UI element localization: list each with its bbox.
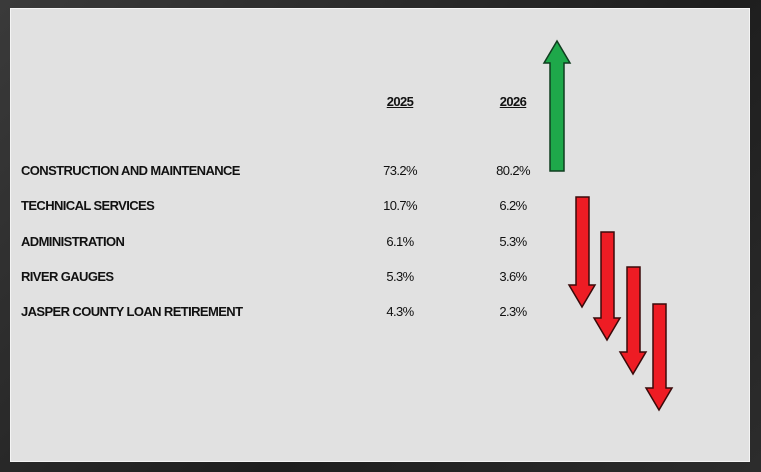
column-header: 2026: [499, 94, 527, 109]
row-label: CONSTRUCTION AND MAINTENANCE: [21, 163, 240, 178]
down-arrow: [618, 266, 648, 376]
arrows: [542, 39, 674, 412]
cell-value: 5.3%: [499, 233, 527, 249]
panel: 2025 2026 CONSTRUCTION AND MAINTENANCE 73.2…: [10, 8, 750, 462]
row-label: JASPER COUNTY LOAN RETIREMENT: [21, 304, 243, 320]
row-label: RIVER GAUGES: [21, 268, 114, 284]
row-label: TECHNICAL SERVICES: [21, 198, 155, 214]
cell-value: 6.1%: [386, 233, 414, 249]
cell-value: 5.3%: [386, 268, 414, 284]
down-arrow: [567, 196, 597, 309]
down-arrow: [592, 231, 622, 342]
cell-value: 80.2%: [496, 163, 530, 178]
down-arrow: [644, 303, 674, 412]
cell-value: 73.2%: [383, 163, 417, 178]
column-header: 2025: [386, 94, 414, 109]
cell-value: 6.2%: [499, 198, 527, 214]
cell-value: 10.7%: [383, 198, 417, 214]
cell-value: 2.3%: [499, 304, 527, 320]
cell-value: 4.3%: [386, 304, 414, 320]
cell-value: 3.6%: [499, 268, 527, 284]
row-label: ADMINISTRATION: [21, 233, 125, 249]
up-arrow: [542, 39, 572, 172]
